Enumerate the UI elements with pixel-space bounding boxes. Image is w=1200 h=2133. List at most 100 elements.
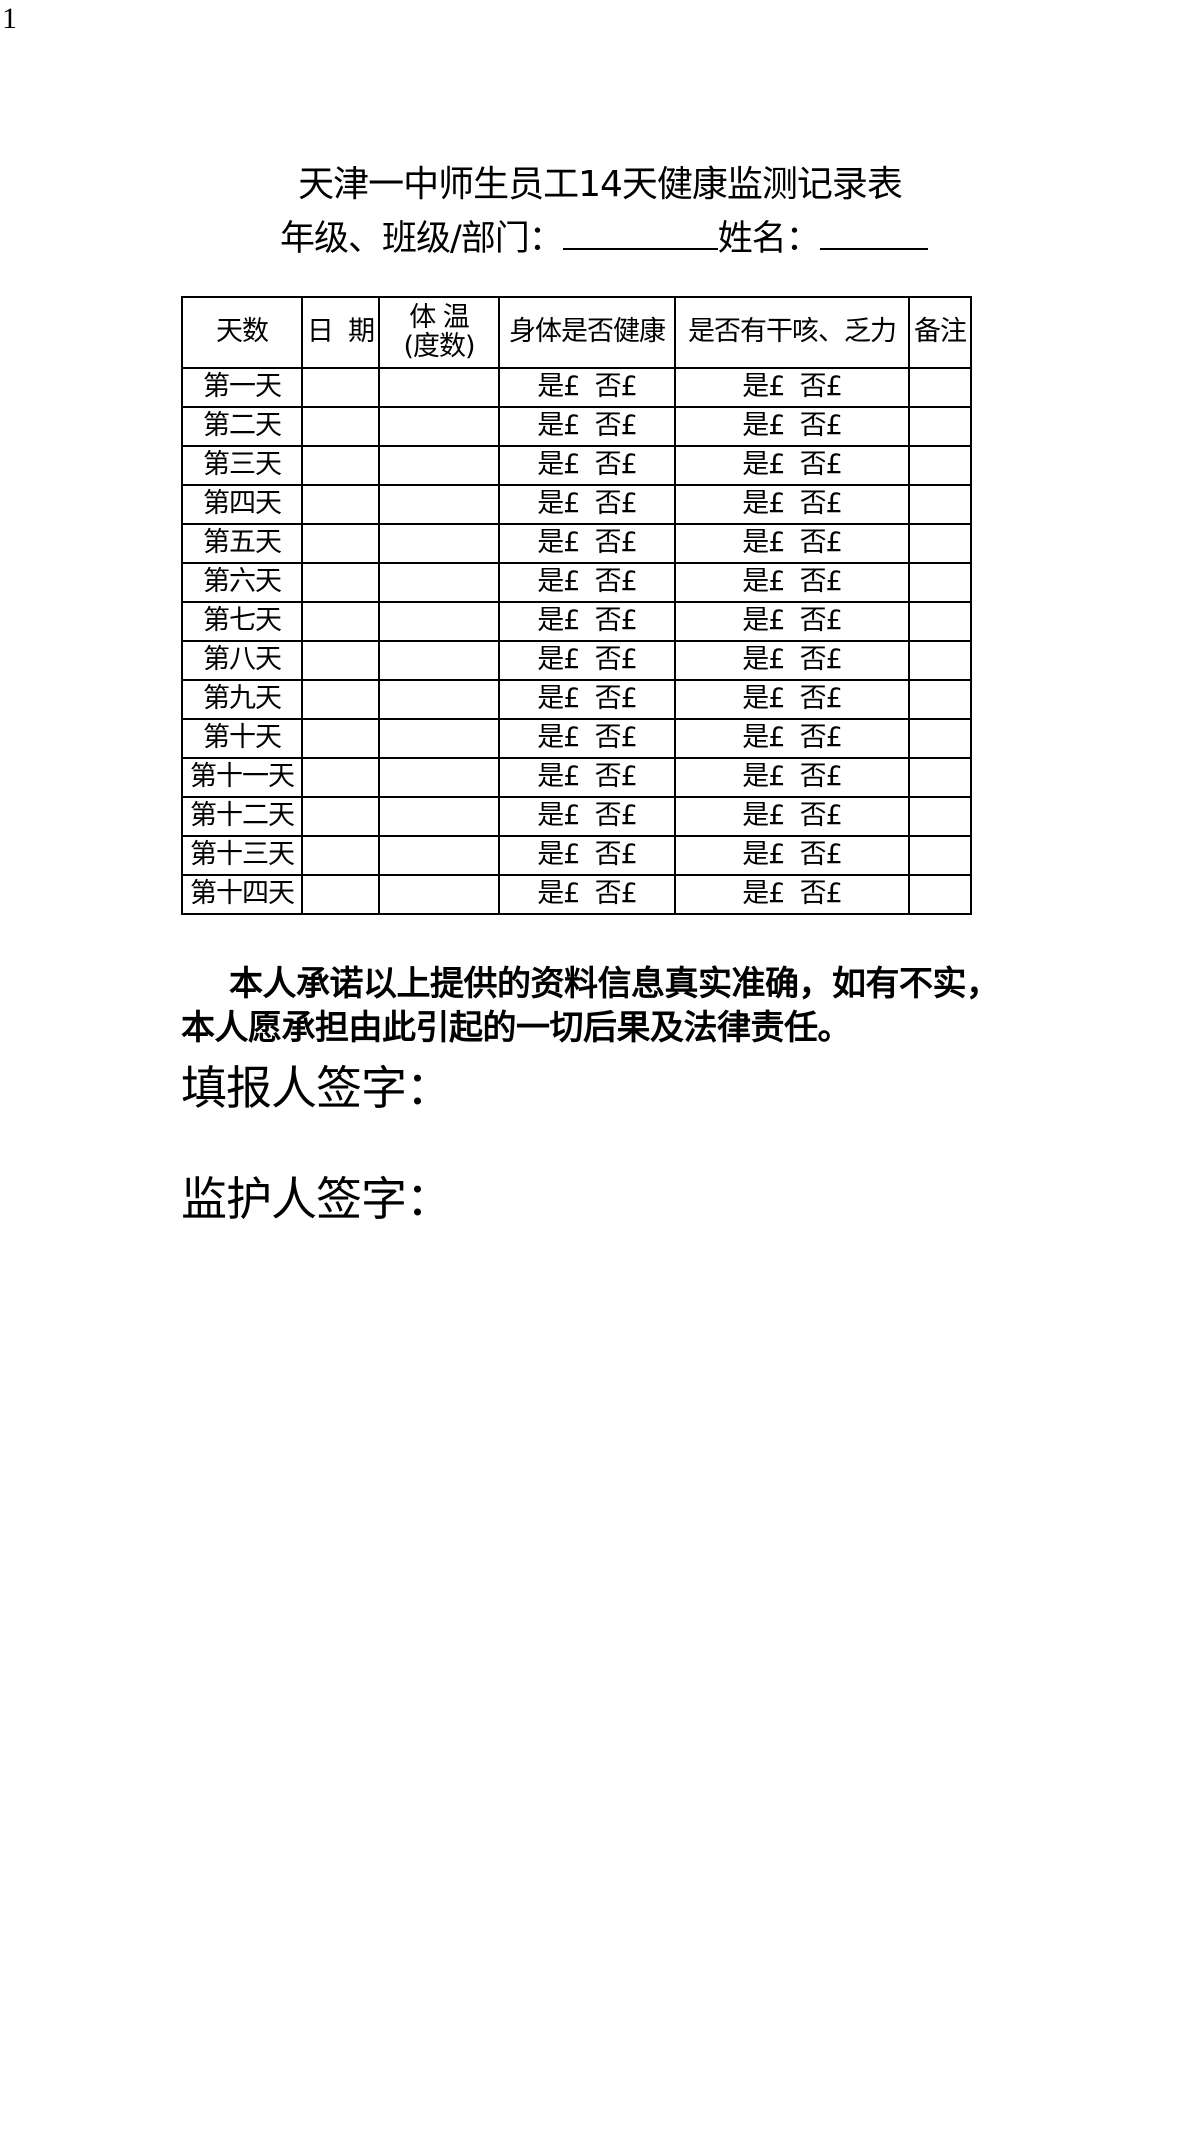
temperature-cell[interactable] (378, 406, 500, 447)
notes-cell[interactable] (908, 562, 972, 603)
notes-cell[interactable] (908, 523, 972, 564)
day-cell: 第八天 (181, 640, 303, 681)
healthy-option-cell[interactable]: 是£ 否£ (498, 367, 676, 408)
notes-cell[interactable] (908, 406, 972, 447)
notes-cell[interactable] (908, 484, 972, 525)
table-header-row: 天数 日 期 体 温 (度数) 身体是否健康 是否有干咳、乏力 备注 (181, 296, 972, 369)
header-temperature: 体 温 (度数) (378, 296, 500, 369)
day-cell: 第七天 (181, 601, 303, 642)
day-cell: 第九天 (181, 679, 303, 720)
healthy-option-cell[interactable]: 是£ 否£ (498, 601, 676, 642)
notes-cell[interactable] (908, 835, 972, 876)
healthy-option-cell[interactable]: 是£ 否£ (498, 874, 676, 915)
temperature-cell[interactable] (378, 640, 500, 681)
notes-cell[interactable] (908, 874, 972, 915)
cough-fatigue-option-cell[interactable]: 是£ 否£ (674, 523, 910, 564)
date-cell[interactable] (301, 796, 380, 837)
date-cell[interactable] (301, 640, 380, 681)
cough-fatigue-option-cell[interactable]: 是£ 否£ (674, 640, 910, 681)
date-cell[interactable] (301, 601, 380, 642)
cough-fatigue-option-cell[interactable]: 是£ 否£ (674, 367, 910, 408)
notes-cell[interactable] (908, 445, 972, 486)
table-row: 第一天 是£ 否£ 是£ 否£ (181, 367, 972, 408)
date-cell[interactable] (301, 718, 380, 759)
date-cell[interactable] (301, 367, 380, 408)
date-cell[interactable] (301, 757, 380, 798)
promise-text: 本人承诺以上提供的资料信息真实准确，如有不实，本人愿承担由此引起的一切后果及法律… (181, 964, 1000, 1048)
temperature-cell[interactable] (378, 718, 500, 759)
healthy-option-cell[interactable]: 是£ 否£ (498, 679, 676, 720)
day-cell: 第十四天 (181, 874, 303, 915)
document-title: 天津一中师生员工14天健康监测记录表 (298, 164, 903, 205)
table-row: 第七天 是£ 否£ 是£ 否£ (181, 601, 972, 642)
date-cell[interactable] (301, 445, 380, 486)
date-cell[interactable] (301, 874, 380, 915)
healthy-option-cell[interactable]: 是£ 否£ (498, 484, 676, 525)
notes-cell[interactable] (908, 679, 972, 720)
temperature-cell[interactable] (378, 679, 500, 720)
date-cell[interactable] (301, 406, 380, 447)
notes-cell[interactable] (908, 757, 972, 798)
date-cell[interactable] (301, 679, 380, 720)
table-row: 第十天 是£ 否£ 是£ 否£ (181, 718, 972, 759)
table-row: 第九天 是£ 否£ 是£ 否£ (181, 679, 972, 720)
page-number: 1 (2, 2, 17, 35)
cough-fatigue-option-cell[interactable]: 是£ 否£ (674, 835, 910, 876)
cough-fatigue-option-cell[interactable]: 是£ 否£ (674, 718, 910, 759)
header-days: 天数 (181, 296, 303, 369)
day-cell: 第五天 (181, 523, 303, 564)
temperature-cell[interactable] (378, 796, 500, 837)
temperature-cell[interactable] (378, 562, 500, 603)
temperature-cell[interactable] (378, 484, 500, 525)
healthy-option-cell[interactable]: 是£ 否£ (498, 796, 676, 837)
subtitle-line: 年级、班级/部门： 姓名： (280, 210, 928, 261)
table-row: 第十四天 是£ 否£ 是£ 否£ (181, 874, 972, 915)
healthy-option-cell[interactable]: 是£ 否£ (498, 757, 676, 798)
table-row: 第十一天 是£ 否£ 是£ 否£ (181, 757, 972, 798)
healthy-option-cell[interactable]: 是£ 否£ (498, 640, 676, 681)
date-cell[interactable] (301, 835, 380, 876)
name-blank[interactable] (819, 218, 928, 250)
table-row: 第六天 是£ 否£ 是£ 否£ (181, 562, 972, 603)
temperature-cell[interactable] (378, 835, 500, 876)
healthy-option-cell[interactable]: 是£ 否£ (498, 562, 676, 603)
grade-blank[interactable] (562, 218, 718, 250)
cough-fatigue-option-cell[interactable]: 是£ 否£ (674, 796, 910, 837)
temperature-cell[interactable] (378, 367, 500, 408)
day-cell: 第一天 (181, 367, 303, 408)
cough-fatigue-option-cell[interactable]: 是£ 否£ (674, 562, 910, 603)
cough-fatigue-option-cell[interactable]: 是£ 否£ (674, 601, 910, 642)
cough-fatigue-option-cell[interactable]: 是£ 否£ (674, 445, 910, 486)
healthy-option-cell[interactable]: 是£ 否£ (498, 718, 676, 759)
healthy-option-cell[interactable]: 是£ 否£ (498, 523, 676, 564)
notes-cell[interactable] (908, 601, 972, 642)
temperature-cell[interactable] (378, 523, 500, 564)
temperature-cell[interactable] (378, 601, 500, 642)
cough-fatigue-option-cell[interactable]: 是£ 否£ (674, 874, 910, 915)
date-cell[interactable] (301, 562, 380, 603)
name-label: 姓名： (717, 219, 821, 259)
cough-fatigue-option-cell[interactable]: 是£ 否£ (674, 757, 910, 798)
cough-fatigue-option-cell[interactable]: 是£ 否£ (674, 406, 910, 447)
notes-cell[interactable] (908, 640, 972, 681)
header-healthy: 身体是否健康 (498, 296, 676, 369)
date-cell[interactable] (301, 523, 380, 564)
date-cell[interactable] (301, 484, 380, 525)
notes-cell[interactable] (908, 367, 972, 408)
temperature-cell[interactable] (378, 445, 500, 486)
table-row: 第八天 是£ 否£ 是£ 否£ (181, 640, 972, 681)
healthy-option-cell[interactable]: 是£ 否£ (498, 406, 676, 447)
guardian-signature-label: 监护人签字： (181, 1172, 452, 1226)
cough-fatigue-option-cell[interactable]: 是£ 否£ (674, 679, 910, 720)
healthy-option-cell[interactable]: 是£ 否£ (498, 445, 676, 486)
cough-fatigue-option-cell[interactable]: 是£ 否£ (674, 484, 910, 525)
temperature-cell[interactable] (378, 757, 500, 798)
day-cell: 第三天 (181, 445, 303, 486)
temperature-cell[interactable] (378, 874, 500, 915)
notes-cell[interactable] (908, 796, 972, 837)
healthy-option-cell[interactable]: 是£ 否£ (498, 835, 676, 876)
day-cell: 第六天 (181, 562, 303, 603)
notes-cell[interactable] (908, 718, 972, 759)
table-row: 第四天 是£ 否£ 是£ 否£ (181, 484, 972, 525)
